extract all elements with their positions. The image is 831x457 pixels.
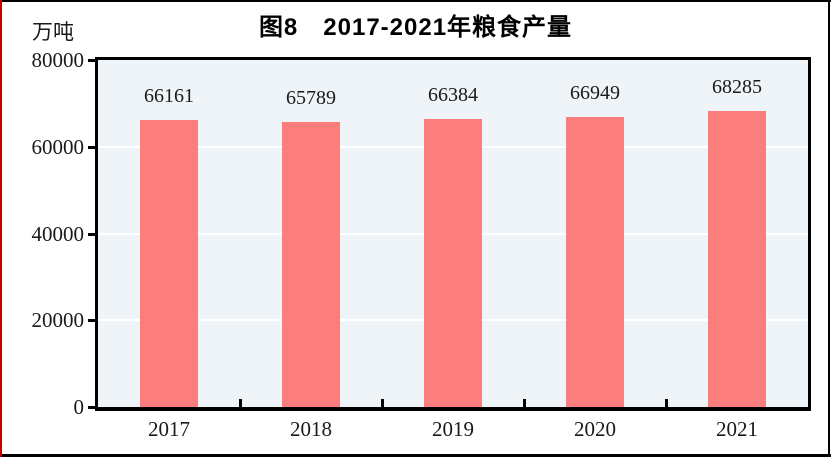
bar-2021 [708, 111, 766, 407]
y-axis-tick [88, 319, 95, 323]
y-tick-label-0: 0 [73, 395, 85, 419]
y-tick-label-20000: 20000 [31, 308, 85, 333]
x-axis-tick [238, 399, 242, 407]
y-axis-unit-label: 万吨 [32, 20, 74, 44]
plot-area [95, 57, 811, 411]
bar-2017 [140, 120, 198, 407]
y-tick-label-80000: 80000 [31, 48, 85, 72]
x-tick-label-2018: 2018 [290, 417, 332, 441]
x-axis-tick [664, 399, 668, 407]
bar-2019 [424, 119, 482, 407]
bar-2018 [282, 122, 340, 407]
y-tick-label-60000: 60000 [31, 134, 85, 159]
value-label-2017: 66161 [144, 85, 194, 107]
left-red-rule [0, 0, 2, 457]
y-axis-tick [88, 406, 95, 409]
x-tick-label-2021: 2021 [716, 417, 758, 441]
value-label-2020: 66949 [570, 82, 620, 104]
value-label-2021: 68285 [712, 76, 762, 98]
x-tick-label-2017: 2017 [148, 417, 190, 441]
y-axis-tick [88, 59, 95, 62]
bar-2020 [566, 117, 624, 407]
bottom-border-line [0, 454, 831, 457]
x-tick-label-2019: 2019 [432, 417, 474, 441]
x-axis-tick [522, 399, 526, 407]
y-tick-label-40000: 40000 [31, 221, 85, 246]
value-label-2019: 66384 [428, 84, 478, 106]
value-label-2018: 65789 [286, 87, 336, 109]
y-axis-tick [88, 145, 95, 149]
chart-title: 图8 2017-2021年粮食产量 [258, 14, 573, 41]
x-axis-tick [380, 399, 384, 407]
top-border-line [0, 0, 831, 2]
right-border-line [828, 0, 830, 457]
y-axis-tick [88, 232, 95, 236]
x-tick-label-2020: 2020 [574, 417, 616, 441]
